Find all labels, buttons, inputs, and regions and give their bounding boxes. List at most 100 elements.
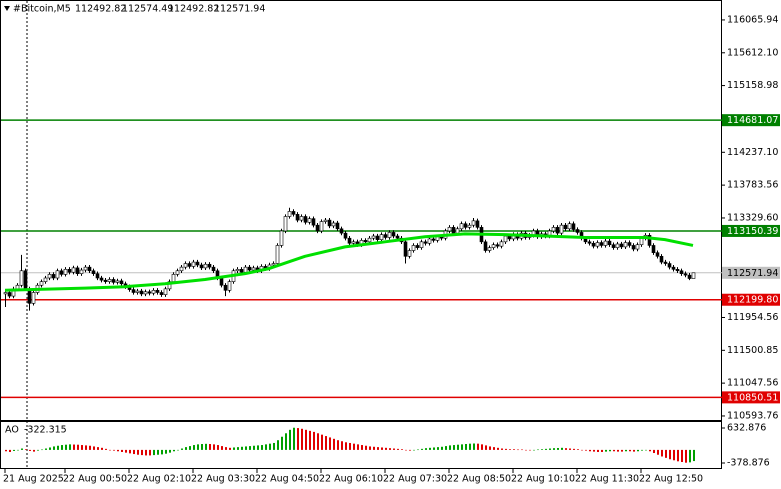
candle-body xyxy=(199,264,204,269)
candle-body xyxy=(247,266,252,271)
indicator-value: -322.315 xyxy=(24,425,67,436)
candle-body xyxy=(203,263,208,269)
ao-bar xyxy=(249,446,251,450)
ao-bar xyxy=(529,449,531,451)
ao-bar xyxy=(381,447,383,450)
candle-body xyxy=(115,280,120,283)
ao-bar xyxy=(349,442,351,450)
candle-body xyxy=(91,270,96,274)
candle-body xyxy=(639,237,644,246)
candle-body xyxy=(663,261,668,264)
candle-body xyxy=(475,220,480,228)
candle-body xyxy=(283,216,288,232)
ao-bar xyxy=(73,444,75,450)
candle-body xyxy=(555,227,560,234)
ao-bar xyxy=(581,449,583,451)
level-label-box xyxy=(722,293,780,306)
ao-bar xyxy=(653,449,655,454)
candle-body xyxy=(487,247,492,251)
candle-body xyxy=(99,277,104,281)
ao-bar xyxy=(501,448,503,450)
ao-bar xyxy=(197,444,199,450)
ao-bar xyxy=(29,449,31,451)
ao-bar xyxy=(201,444,203,450)
ao-bar xyxy=(441,446,443,450)
ao-bar xyxy=(609,449,611,452)
ao-bar xyxy=(309,430,311,450)
candle-body xyxy=(659,255,664,263)
candle-body xyxy=(59,270,64,275)
ao-bar xyxy=(329,437,331,450)
ao-bar xyxy=(269,443,271,450)
ao-bar xyxy=(229,447,231,450)
candle-body xyxy=(627,242,632,246)
candle-body xyxy=(51,274,56,279)
candle-body xyxy=(291,211,296,215)
candle-body xyxy=(303,216,308,223)
ao-bar xyxy=(417,449,419,451)
candle-body xyxy=(595,242,600,247)
candle-body xyxy=(43,277,48,282)
candle-body xyxy=(95,273,100,279)
ao-bar xyxy=(221,446,223,450)
x-tick-label: 22 Aug 10:10 xyxy=(511,474,575,485)
candle-body xyxy=(419,241,424,248)
candle-body xyxy=(623,242,628,248)
ao-bar xyxy=(661,449,663,457)
candle-body xyxy=(19,270,24,286)
candle-body xyxy=(683,273,688,276)
candle-body xyxy=(611,244,616,248)
ao-bar xyxy=(325,436,327,450)
ao-bar xyxy=(277,440,279,450)
candle-body xyxy=(459,223,464,230)
ao-bar xyxy=(169,449,171,453)
ao-bar xyxy=(477,443,479,450)
high-value: 112574.49 xyxy=(122,4,173,15)
candle-body xyxy=(507,235,512,240)
candle-body xyxy=(327,219,332,227)
candle-body xyxy=(311,218,316,226)
ao-bar xyxy=(465,444,467,450)
candle-body xyxy=(587,241,592,244)
ao-bar xyxy=(689,449,691,463)
candle-body xyxy=(223,284,228,291)
ao-bar xyxy=(45,448,47,450)
candle-body xyxy=(67,269,72,273)
x-tick-label: 22 Aug 00:50 xyxy=(63,474,127,485)
candle-body xyxy=(607,240,612,246)
candle-body xyxy=(427,238,432,244)
candle-body xyxy=(635,244,640,250)
candle-body xyxy=(251,267,256,271)
ao-bar xyxy=(473,443,475,450)
level-label: 113150.39 xyxy=(727,226,778,237)
candle-body xyxy=(679,270,684,274)
candle-body xyxy=(499,241,504,247)
candle-body xyxy=(343,232,348,239)
ao-bar xyxy=(61,445,63,450)
ao-bar xyxy=(525,449,527,451)
level-label: 114681.07 xyxy=(727,115,778,126)
ao-bar xyxy=(17,449,19,451)
candle-body xyxy=(567,223,572,230)
ao-bar xyxy=(425,448,427,450)
ao-bar xyxy=(265,444,267,450)
close-value: 112571.94 xyxy=(214,4,265,15)
ao-bar xyxy=(573,448,575,450)
ao-bar xyxy=(337,440,339,450)
candle-body xyxy=(299,216,304,221)
candle-body xyxy=(675,269,680,272)
ao-bar xyxy=(237,447,239,450)
candle-body xyxy=(335,222,340,230)
ao-bar xyxy=(273,442,275,450)
ao-bar xyxy=(5,449,7,452)
candle-body xyxy=(363,240,368,243)
ao-bar xyxy=(225,447,227,450)
ao-bar xyxy=(593,449,595,452)
candle-body xyxy=(455,228,460,234)
ao-bar xyxy=(233,447,235,450)
level-label: 110850.51 xyxy=(727,392,778,403)
candle-body xyxy=(391,232,396,237)
ao-bar xyxy=(677,449,679,462)
candle-body xyxy=(219,277,224,286)
